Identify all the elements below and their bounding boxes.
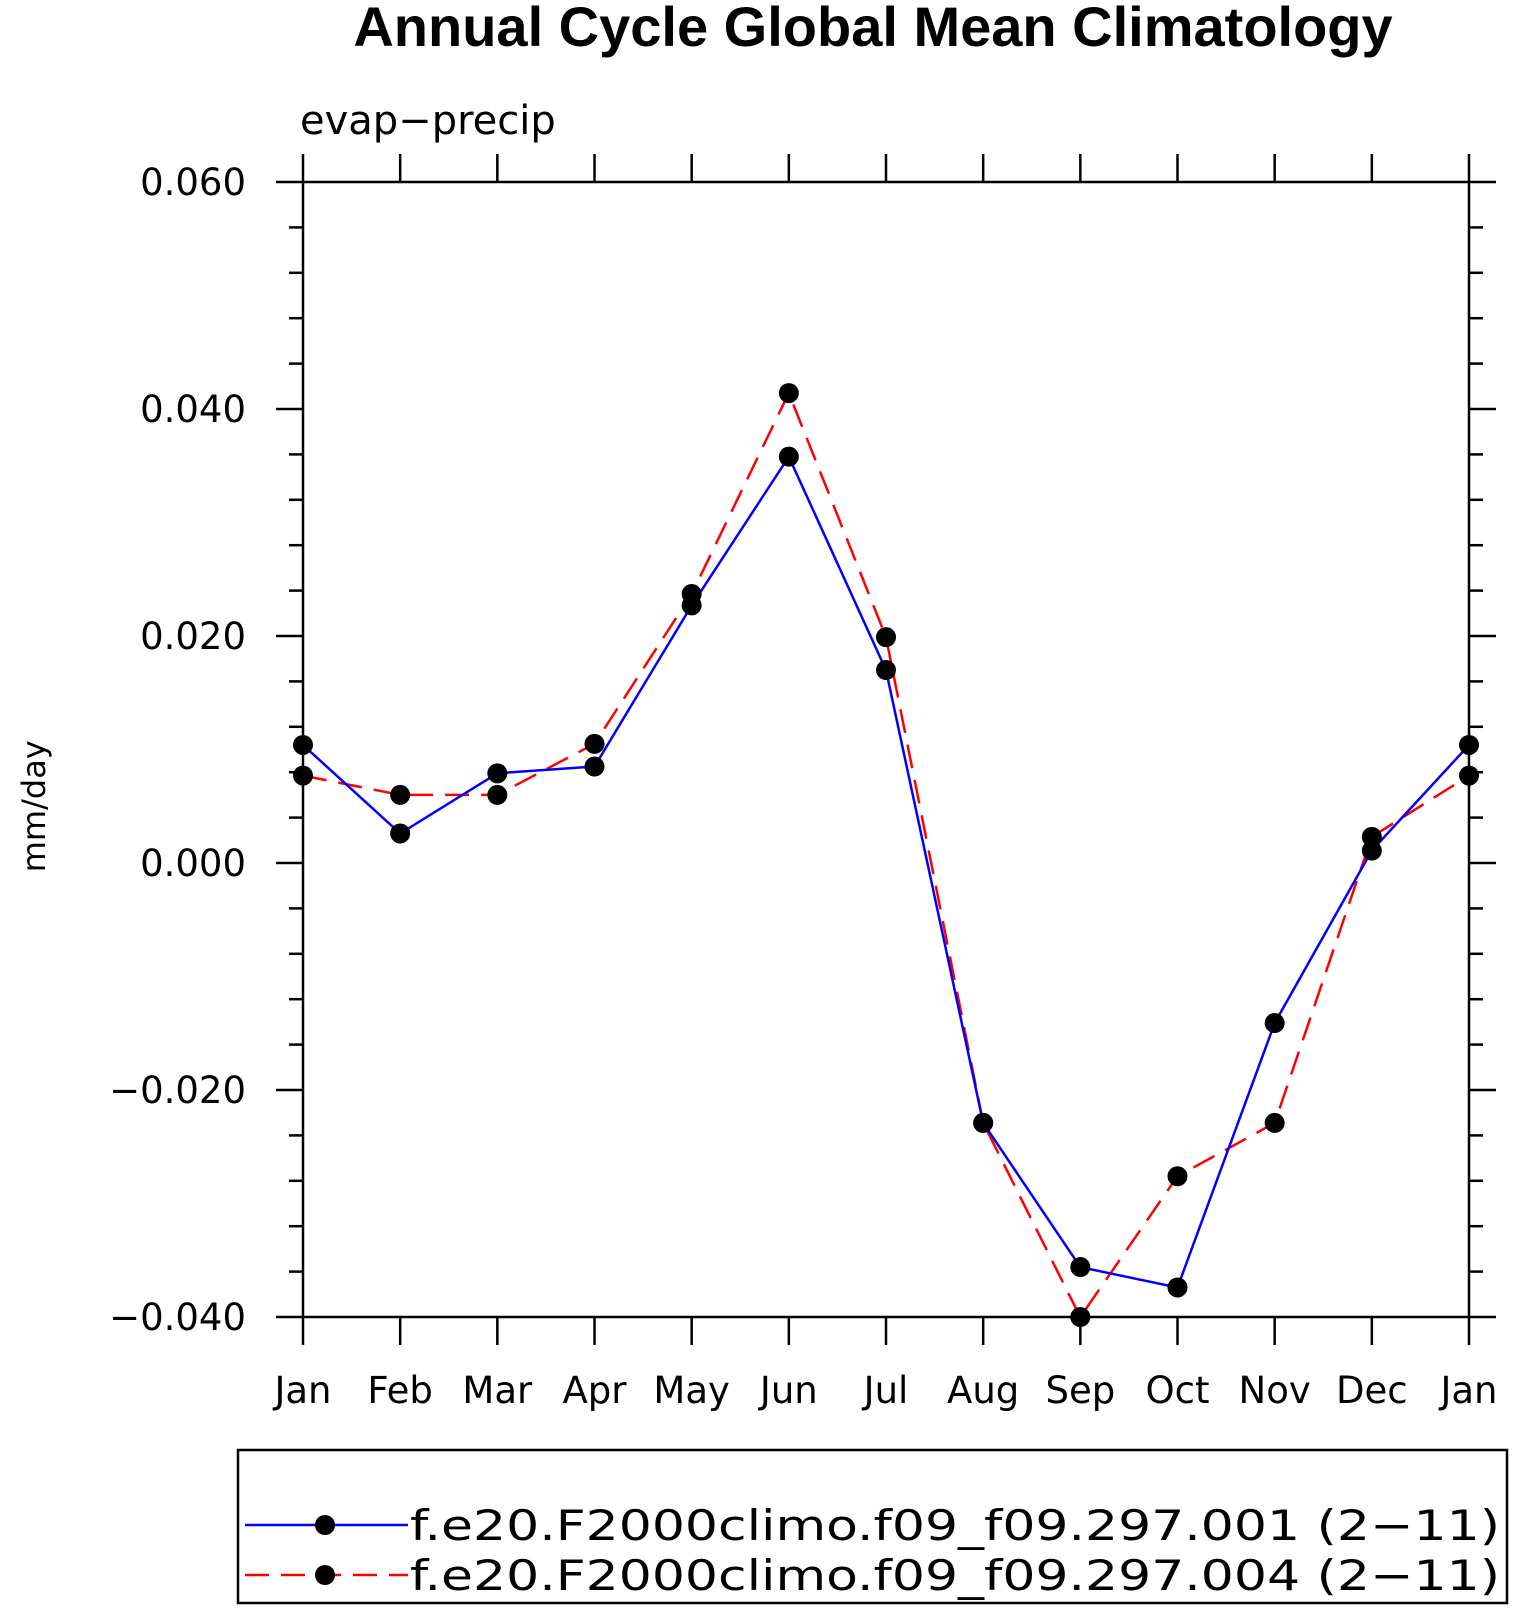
x-tick-label: Apr bbox=[562, 1369, 627, 1412]
series-2-point bbox=[1264, 1112, 1285, 1133]
series-1-point bbox=[1264, 1013, 1285, 1034]
y-tick-label: 0.020 bbox=[140, 615, 246, 658]
series-1-point bbox=[1167, 1277, 1188, 1298]
series-1-point bbox=[584, 756, 605, 777]
series-2-point bbox=[1361, 826, 1382, 847]
series-1-point bbox=[390, 823, 411, 844]
x-tick-label: Nov bbox=[1239, 1369, 1311, 1412]
series-2-point bbox=[584, 733, 605, 754]
series-line-1 bbox=[302, 455, 1470, 1289]
x-tick-label: Dec bbox=[1336, 1369, 1408, 1412]
legend-marker-1 bbox=[315, 1515, 335, 1535]
x-tick-label: Aug bbox=[947, 1369, 1019, 1412]
x-tick-label: Jan bbox=[272, 1369, 331, 1412]
x-tick-label: Jul bbox=[862, 1369, 909, 1412]
y-tick-label: −0.020 bbox=[109, 1069, 246, 1112]
series-2-point bbox=[487, 784, 508, 805]
series-layer bbox=[293, 383, 1479, 1327]
plot-axes: −0.040 −0.020 0.000 0.020 0.040 0.060 Jan Feb Ma… bbox=[15, 154, 1498, 1412]
x-tick-label: Sep bbox=[1045, 1369, 1115, 1412]
series-line-2 bbox=[302, 391, 1470, 1319]
series-2-point bbox=[1070, 1307, 1091, 1327]
series-2-point bbox=[1459, 765, 1479, 786]
x-tick-label: Feb bbox=[367, 1369, 433, 1412]
legend: f.e20.F2000climo.f09_f09.297.001 (2−11)f… bbox=[236, 1448, 1509, 1605]
series-2-point bbox=[681, 584, 702, 605]
chart-subtitle: evap−precip bbox=[300, 98, 556, 144]
series-2-point bbox=[876, 627, 896, 648]
legend-label-1: f.e20.F2000climo.f09_f09.297.001 (2−11) bbox=[410, 1501, 1500, 1550]
series-2-point bbox=[778, 383, 799, 404]
y-tick-label: −0.040 bbox=[109, 1296, 246, 1339]
chart-title: Annual Cycle Global Mean Climatology bbox=[353, 0, 1392, 58]
series-1-point bbox=[1070, 1257, 1091, 1278]
series-1-point bbox=[293, 734, 313, 755]
x-tick-label: May bbox=[653, 1369, 730, 1412]
legend-marker-2 bbox=[315, 1565, 335, 1585]
series-2-point bbox=[293, 765, 313, 786]
y-axis-label: mm/day bbox=[15, 740, 53, 872]
legend-label-2: f.e20.F2000climo.f09_f09.297.004 (2−11) bbox=[410, 1551, 1500, 1600]
series-1-point bbox=[487, 763, 508, 784]
series-2-point bbox=[1167, 1166, 1188, 1187]
series-2-point bbox=[973, 1112, 994, 1133]
series-1-point bbox=[778, 446, 799, 467]
series-1-point bbox=[1459, 734, 1479, 755]
y-tick-label: 0.040 bbox=[140, 388, 246, 431]
x-tick-label: Jun bbox=[758, 1369, 818, 1412]
x-tick-label: Oct bbox=[1146, 1369, 1210, 1412]
plot-frame bbox=[301, 180, 1471, 1319]
series-1-point bbox=[876, 660, 896, 681]
x-tick-label: Mar bbox=[462, 1369, 533, 1412]
y-tick-label: 0.000 bbox=[140, 842, 246, 885]
series-2-point bbox=[390, 784, 411, 805]
y-tick-label: 0.060 bbox=[140, 161, 246, 204]
x-tick-label: Jan bbox=[1438, 1369, 1497, 1412]
legend-box bbox=[236, 1448, 1509, 1605]
